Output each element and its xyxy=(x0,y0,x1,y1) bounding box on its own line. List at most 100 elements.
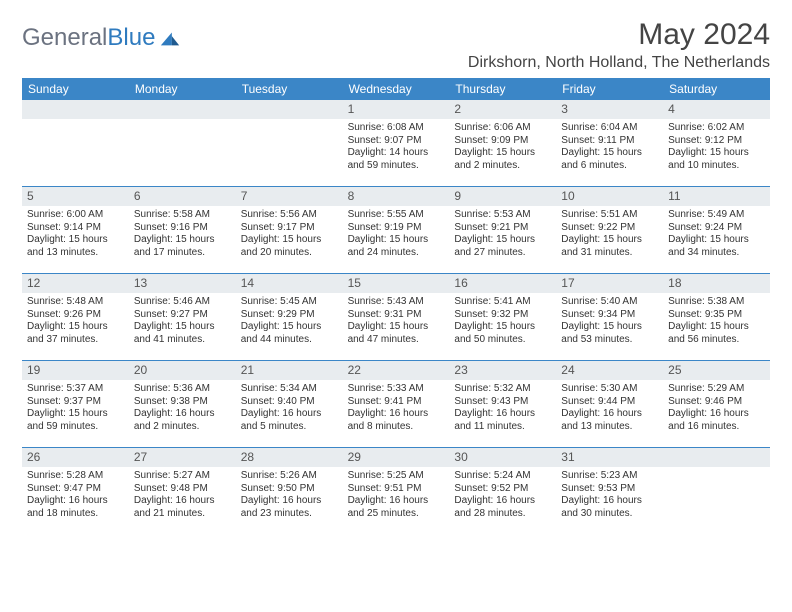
sunset-text: Sunset: 9:27 PM xyxy=(134,309,231,322)
sunrise-text: Sunrise: 5:33 AM xyxy=(348,383,445,396)
sunrise-text: Sunrise: 5:49 AM xyxy=(668,209,765,222)
day-number: 26 xyxy=(22,448,129,467)
sunset-text: Sunset: 9:19 PM xyxy=(348,222,445,235)
weekday-header: Tuesday xyxy=(236,78,343,100)
sunset-text: Sunset: 9:44 PM xyxy=(561,396,658,409)
day-number: 21 xyxy=(236,361,343,380)
sunrise-text: Sunrise: 5:38 AM xyxy=(668,296,765,309)
daylight-text: Daylight: 15 hours xyxy=(561,234,658,247)
day-number xyxy=(22,100,129,119)
daylight-text: and 34 minutes. xyxy=(668,247,765,260)
daylight-text: and 2 minutes. xyxy=(454,160,551,173)
sunrise-text: Sunrise: 5:43 AM xyxy=(348,296,445,309)
sunset-text: Sunset: 9:07 PM xyxy=(348,135,445,148)
daylight-text: and 31 minutes. xyxy=(561,247,658,260)
day-details: Sunrise: 5:30 AMSunset: 9:44 PMDaylight:… xyxy=(556,380,663,437)
brand-mark-icon xyxy=(159,27,181,49)
weekday-header: Thursday xyxy=(449,78,556,100)
day-details: Sunrise: 6:00 AMSunset: 9:14 PMDaylight:… xyxy=(22,206,129,263)
day-cell: 8Sunrise: 5:55 AMSunset: 9:19 PMDaylight… xyxy=(343,187,450,273)
week-row: 12Sunrise: 5:48 AMSunset: 9:26 PMDayligh… xyxy=(22,274,770,361)
daylight-text: Daylight: 15 hours xyxy=(561,321,658,334)
sunrise-text: Sunrise: 5:41 AM xyxy=(454,296,551,309)
sunset-text: Sunset: 9:17 PM xyxy=(241,222,338,235)
daylight-text: and 23 minutes. xyxy=(241,508,338,521)
daylight-text: Daylight: 15 hours xyxy=(27,234,124,247)
daylight-text: and 17 minutes. xyxy=(134,247,231,260)
daylight-text: and 10 minutes. xyxy=(668,160,765,173)
day-cell: 3Sunrise: 6:04 AMSunset: 9:11 PMDaylight… xyxy=(556,100,663,186)
sunset-text: Sunset: 9:43 PM xyxy=(454,396,551,409)
day-cell: 25Sunrise: 5:29 AMSunset: 9:46 PMDayligh… xyxy=(663,361,770,447)
day-number: 7 xyxy=(236,187,343,206)
sunset-text: Sunset: 9:32 PM xyxy=(454,309,551,322)
daylight-text: and 6 minutes. xyxy=(561,160,658,173)
sunrise-text: Sunrise: 5:53 AM xyxy=(454,209,551,222)
daylight-text: Daylight: 16 hours xyxy=(134,408,231,421)
day-number: 28 xyxy=(236,448,343,467)
sunset-text: Sunset: 9:37 PM xyxy=(27,396,124,409)
weekday-header-row: Sunday Monday Tuesday Wednesday Thursday… xyxy=(22,78,770,100)
day-number: 5 xyxy=(22,187,129,206)
day-number: 6 xyxy=(129,187,236,206)
day-cell: 6Sunrise: 5:58 AMSunset: 9:16 PMDaylight… xyxy=(129,187,236,273)
day-number: 16 xyxy=(449,274,556,293)
sunset-text: Sunset: 9:53 PM xyxy=(561,483,658,496)
brand-text-a: General xyxy=(22,24,107,51)
day-number: 3 xyxy=(556,100,663,119)
daylight-text: Daylight: 15 hours xyxy=(561,147,658,160)
sunset-text: Sunset: 9:51 PM xyxy=(348,483,445,496)
daylight-text: Daylight: 16 hours xyxy=(348,408,445,421)
day-details: Sunrise: 6:08 AMSunset: 9:07 PMDaylight:… xyxy=(343,119,450,176)
title-block: May 2024 Dirkshorn, North Holland, The N… xyxy=(468,18,770,72)
daylight-text: Daylight: 15 hours xyxy=(27,408,124,421)
daylight-text: Daylight: 15 hours xyxy=(348,234,445,247)
daylight-text: Daylight: 16 hours xyxy=(561,495,658,508)
day-cell: 28Sunrise: 5:26 AMSunset: 9:50 PMDayligh… xyxy=(236,448,343,534)
daylight-text: Daylight: 15 hours xyxy=(454,234,551,247)
daylight-text: and 44 minutes. xyxy=(241,334,338,347)
day-details: Sunrise: 5:34 AMSunset: 9:40 PMDaylight:… xyxy=(236,380,343,437)
daylight-text: Daylight: 15 hours xyxy=(134,321,231,334)
weeks-container: 1Sunrise: 6:08 AMSunset: 9:07 PMDaylight… xyxy=(22,100,770,534)
day-cell: 10Sunrise: 5:51 AMSunset: 9:22 PMDayligh… xyxy=(556,187,663,273)
sunrise-text: Sunrise: 5:56 AM xyxy=(241,209,338,222)
sunrise-text: Sunrise: 5:25 AM xyxy=(348,470,445,483)
day-number xyxy=(236,100,343,119)
daylight-text: and 53 minutes. xyxy=(561,334,658,347)
week-row: 1Sunrise: 6:08 AMSunset: 9:07 PMDaylight… xyxy=(22,100,770,187)
sunrise-text: Sunrise: 5:51 AM xyxy=(561,209,658,222)
day-cell: 26Sunrise: 5:28 AMSunset: 9:47 PMDayligh… xyxy=(22,448,129,534)
sunrise-text: Sunrise: 6:02 AM xyxy=(668,122,765,135)
day-number: 20 xyxy=(129,361,236,380)
day-cell: 27Sunrise: 5:27 AMSunset: 9:48 PMDayligh… xyxy=(129,448,236,534)
daylight-text: and 50 minutes. xyxy=(454,334,551,347)
sunrise-text: Sunrise: 5:28 AM xyxy=(27,470,124,483)
sunrise-text: Sunrise: 5:45 AM xyxy=(241,296,338,309)
day-number: 30 xyxy=(449,448,556,467)
sunset-text: Sunset: 9:48 PM xyxy=(134,483,231,496)
day-number: 31 xyxy=(556,448,663,467)
sunset-text: Sunset: 9:35 PM xyxy=(668,309,765,322)
sunrise-text: Sunrise: 5:29 AM xyxy=(668,383,765,396)
day-details: Sunrise: 5:55 AMSunset: 9:19 PMDaylight:… xyxy=(343,206,450,263)
day-details: Sunrise: 5:58 AMSunset: 9:16 PMDaylight:… xyxy=(129,206,236,263)
sunset-text: Sunset: 9:52 PM xyxy=(454,483,551,496)
day-cell: 12Sunrise: 5:48 AMSunset: 9:26 PMDayligh… xyxy=(22,274,129,360)
day-details: Sunrise: 5:26 AMSunset: 9:50 PMDaylight:… xyxy=(236,467,343,524)
day-cell: 9Sunrise: 5:53 AMSunset: 9:21 PMDaylight… xyxy=(449,187,556,273)
week-row: 19Sunrise: 5:37 AMSunset: 9:37 PMDayligh… xyxy=(22,361,770,448)
sunset-text: Sunset: 9:14 PM xyxy=(27,222,124,235)
daylight-text: Daylight: 15 hours xyxy=(134,234,231,247)
day-number: 15 xyxy=(343,274,450,293)
sunset-text: Sunset: 9:29 PM xyxy=(241,309,338,322)
week-row: 5Sunrise: 6:00 AMSunset: 9:14 PMDaylight… xyxy=(22,187,770,274)
day-cell: 20Sunrise: 5:36 AMSunset: 9:38 PMDayligh… xyxy=(129,361,236,447)
day-details: Sunrise: 6:04 AMSunset: 9:11 PMDaylight:… xyxy=(556,119,663,176)
daylight-text: and 47 minutes. xyxy=(348,334,445,347)
day-cell: 17Sunrise: 5:40 AMSunset: 9:34 PMDayligh… xyxy=(556,274,663,360)
sunset-text: Sunset: 9:12 PM xyxy=(668,135,765,148)
weekday-header: Wednesday xyxy=(343,78,450,100)
day-number: 13 xyxy=(129,274,236,293)
day-cell xyxy=(236,100,343,186)
